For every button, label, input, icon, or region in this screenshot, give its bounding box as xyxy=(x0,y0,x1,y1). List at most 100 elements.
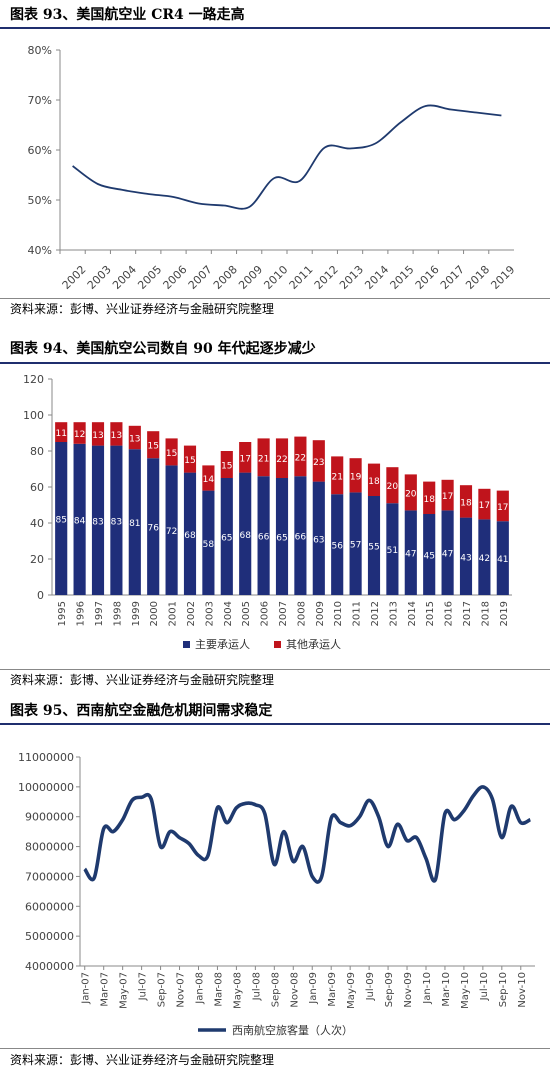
bar-other-label: 11 xyxy=(55,429,66,439)
x-tick-label: 2002 xyxy=(60,263,89,292)
bar-major-label: 76 xyxy=(147,524,159,534)
bar-major-carriers xyxy=(183,472,197,595)
bar-major-label: 47 xyxy=(442,550,453,560)
bar-other-carriers xyxy=(183,445,197,473)
bar-major-label: 66 xyxy=(295,533,307,543)
figure-94-bottom-rule xyxy=(0,669,550,670)
bar-other-carriers xyxy=(367,463,381,496)
x-tick-label: 2013 xyxy=(388,601,399,626)
bar-major-carriers xyxy=(349,492,362,595)
bar-other-label: 17 xyxy=(479,501,490,511)
bar-major-label: 45 xyxy=(423,552,434,562)
x-tick-label: 2016 xyxy=(413,263,442,292)
x-tick-label: 2017 xyxy=(438,263,467,292)
legend-major-swatch xyxy=(183,641,190,648)
bar-major-carriers xyxy=(386,503,399,595)
x-tick-label: 2018 xyxy=(463,263,492,292)
y-tick-label: 10000000 xyxy=(18,781,74,794)
bar-other-carriers xyxy=(147,431,160,459)
y-tick-label: 100 xyxy=(23,409,44,422)
x-tick-label: 2018 xyxy=(480,601,491,626)
bar-major-carriers xyxy=(367,496,381,595)
bar-major-carriers xyxy=(423,514,436,595)
legend-label: 西南航空旅客量（人次） xyxy=(232,1023,353,1037)
y-tick-label: 9000000 xyxy=(25,811,74,824)
bar-other-label: 22 xyxy=(295,453,306,463)
y-tick-label: 120 xyxy=(23,373,44,386)
x-tick-label: Jan-09 xyxy=(308,972,319,1005)
bar-major-label: 65 xyxy=(221,534,232,544)
x-tick-label: 2015 xyxy=(425,601,436,626)
y-tick-label: 80 xyxy=(30,445,44,458)
bar-major-label: 68 xyxy=(184,531,196,541)
x-tick-label: Mar-08 xyxy=(213,972,224,1007)
x-tick-label: 2003 xyxy=(85,263,114,292)
x-tick-label: Jan-10 xyxy=(422,972,433,1005)
y-tick-label: 20 xyxy=(30,553,44,566)
cr4-line-chart: 40%50%60%70%80%2002200320042005200620072… xyxy=(28,44,518,292)
x-tick-label: 1996 xyxy=(76,601,87,626)
airline-count-stacked-bar-chart: 0 20 40 60 80 100 120 85 11 1995 84 12 1996 83 13 1997 8… xyxy=(23,373,512,651)
x-tick-label: 1999 xyxy=(131,601,142,626)
bar-other-carriers xyxy=(275,438,289,478)
x-tick-label: 2019 xyxy=(488,263,517,292)
bar-major-label: 58 xyxy=(203,540,215,550)
x-tick-label: 2013 xyxy=(337,263,366,292)
southwest-passenger-line-chart: 4000000 5000000 6000000 7000000 8000000 90000… xyxy=(18,751,535,1037)
figure-95-title: 图表 95、西南航空金融危机期间需求稳定 xyxy=(10,703,273,719)
x-tick-label: Mar-10 xyxy=(441,972,452,1007)
bar-major-carriers xyxy=(91,445,105,595)
legend-other-label: 其他承运人 xyxy=(286,638,341,651)
x-tick-label: 2000 xyxy=(149,601,160,626)
bar-other-label: 17 xyxy=(497,503,508,513)
bar-major-carriers xyxy=(312,481,325,595)
bar-other-carriers xyxy=(331,456,344,495)
bar-major-carriers xyxy=(404,510,417,595)
bar-other-label: 20 xyxy=(387,482,399,492)
x-tick-label: 2019 xyxy=(499,601,510,626)
bar-major-label: 63 xyxy=(313,535,324,545)
bar-major-label: 84 xyxy=(74,516,86,526)
x-tick-label: 2010 xyxy=(333,601,344,626)
figure-95-source: 资料来源：彭博、兴业证券经济与金融研究院整理 xyxy=(10,1053,275,1067)
x-tick-label: 2011 xyxy=(352,601,363,626)
x-tick-label: 2012 xyxy=(312,263,341,292)
x-tick-label: May-08 xyxy=(232,972,243,1009)
bar-other-label: 15 xyxy=(184,456,195,466)
x-tick-label: Jul-10 xyxy=(479,972,490,1001)
bar-other-carriers xyxy=(441,479,454,511)
x-tick-label: 2009 xyxy=(315,601,326,626)
x-tick-label: Sep-07 xyxy=(157,972,168,1007)
x-tick-label: Nov-07 xyxy=(176,972,187,1008)
bar-other-label: 13 xyxy=(92,431,103,441)
y-tick-label: 40 xyxy=(30,517,44,530)
y-tick-label: 8000000 xyxy=(25,841,74,854)
bar-other-label: 12 xyxy=(74,430,85,440)
x-tick-label: 2011 xyxy=(287,263,316,292)
x-tick-label: 2006 xyxy=(161,263,190,292)
x-tick-label: 2008 xyxy=(296,601,307,626)
bar-major-label: 68 xyxy=(239,531,251,541)
x-tick-label: 2002 xyxy=(186,601,197,626)
bar-other-label: 19 xyxy=(350,472,362,482)
bar-other-label: 21 xyxy=(331,472,342,482)
bar-other-carriers xyxy=(404,474,417,511)
bar-other-carriers xyxy=(165,438,178,466)
x-tick-label: 1998 xyxy=(112,601,123,626)
x-tick-label: Nov-09 xyxy=(403,972,414,1008)
bar-major-carriers xyxy=(459,517,473,595)
figure-94-source: 资料来源：彭博、兴业证券经济与金融研究院整理 xyxy=(10,673,275,687)
y-tick-label: 40% xyxy=(28,244,52,257)
x-tick-label: 2007 xyxy=(186,263,215,292)
y-tick-label: 11000000 xyxy=(18,751,74,764)
y-tick-label: 4000000 xyxy=(25,960,74,973)
y-tick-label: 80% xyxy=(28,44,52,57)
bar-other-carriers xyxy=(202,465,215,491)
bar-other-carriers xyxy=(349,458,362,493)
y-tick-label: 70% xyxy=(28,94,52,107)
x-tick-label: 2007 xyxy=(278,601,289,626)
bar-other-carriers xyxy=(496,490,509,522)
x-tick-label: Jul-07 xyxy=(138,972,149,1001)
bar-other-carriers xyxy=(423,481,436,514)
bar-major-label: 57 xyxy=(350,541,361,551)
